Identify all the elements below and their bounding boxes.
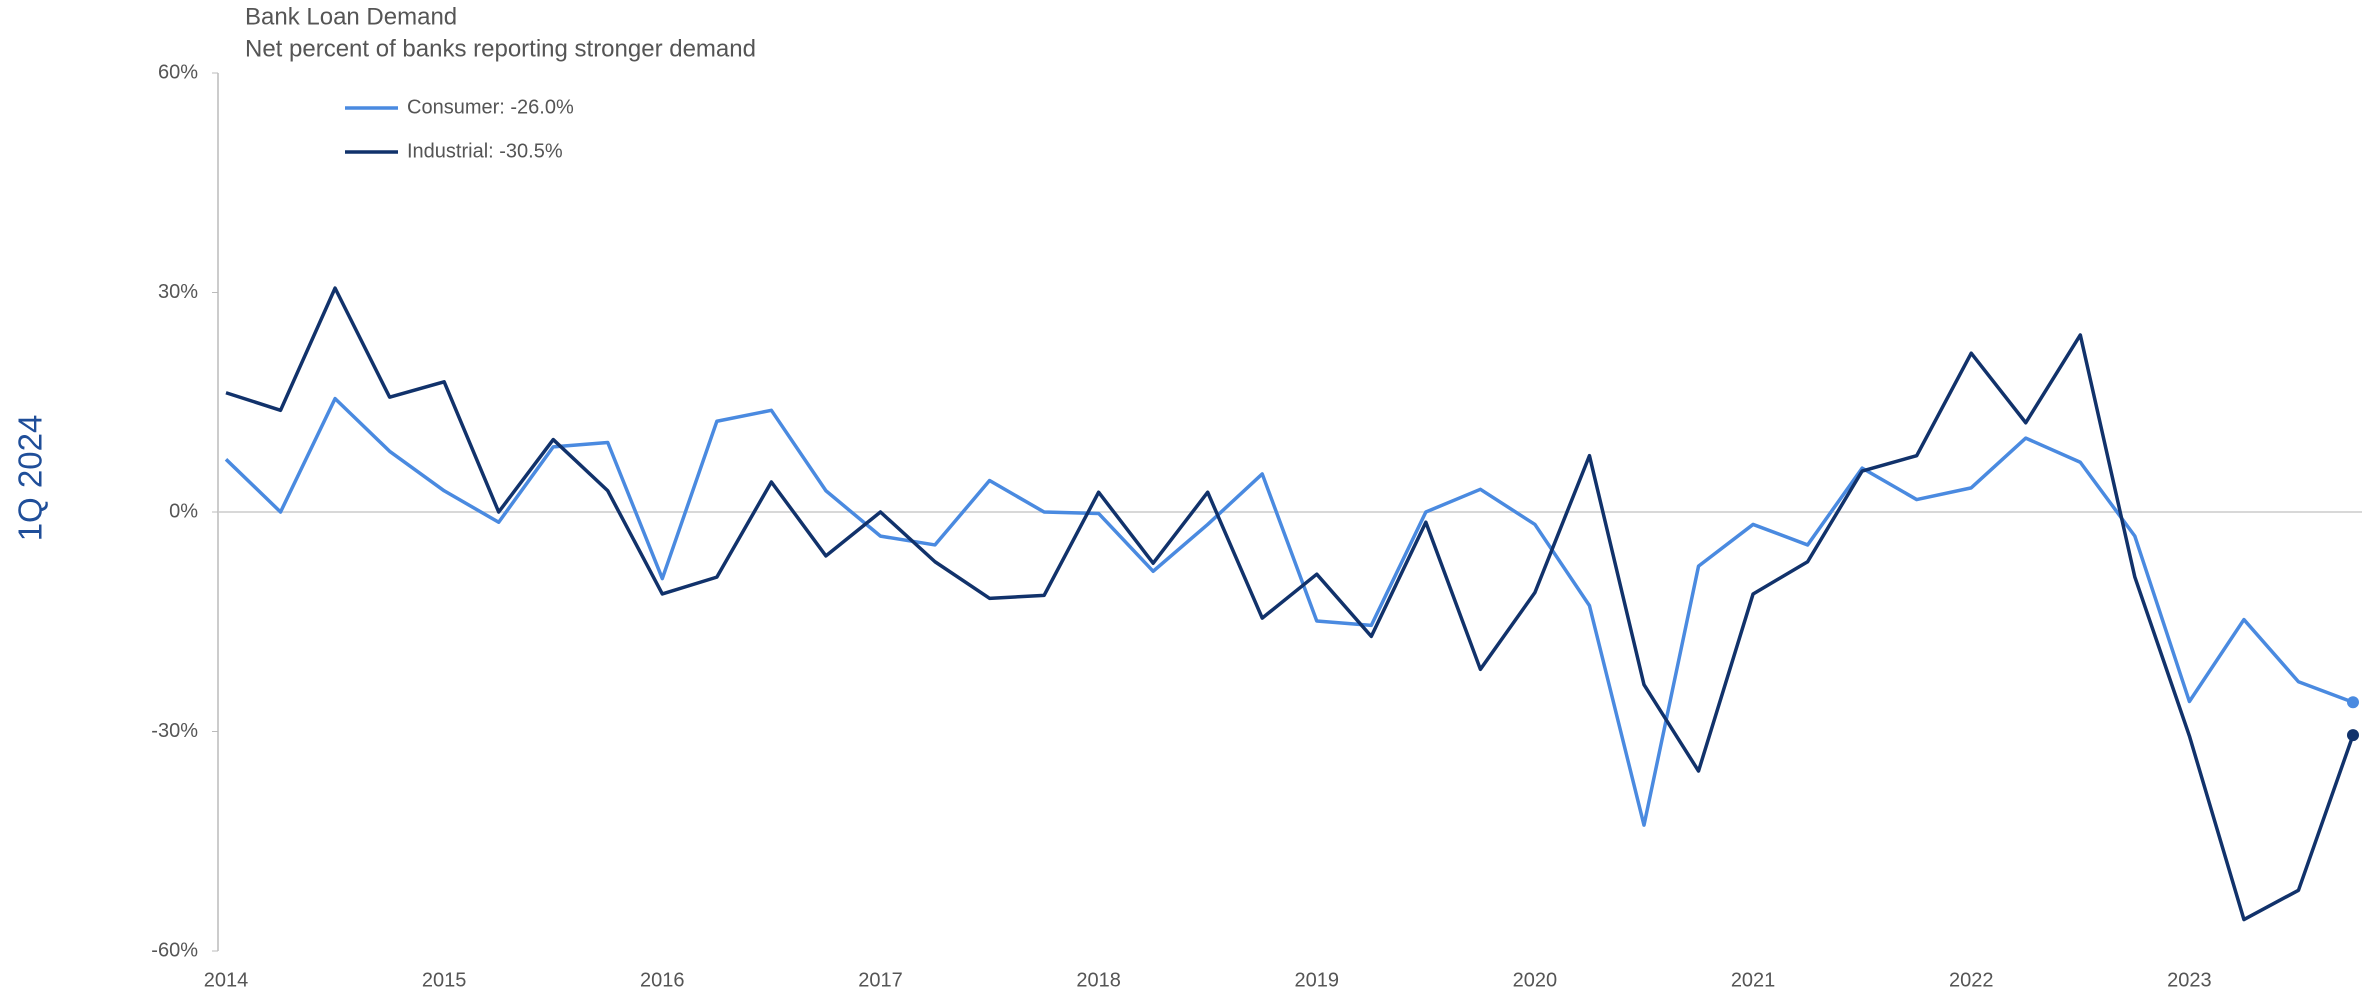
y-tick-label: 30% <box>158 281 198 303</box>
side-label: 1Q 2024 <box>12 415 49 542</box>
x-tick-label: 2017 <box>858 969 903 991</box>
x-tick-label: 2015 <box>422 969 467 991</box>
legend-label: Industrial: -30.5% <box>407 140 563 162</box>
y-tick-label: -30% <box>151 720 198 742</box>
y-tick-label: -60% <box>151 939 198 961</box>
end-marker <box>2347 729 2359 742</box>
x-tick-label: 2022 <box>1949 969 1994 991</box>
x-tick-label: 2014 <box>204 969 249 991</box>
y-tick-label: 0% <box>169 500 198 522</box>
y-tick-label: 60% <box>158 61 198 83</box>
line-series <box>225 286 2355 922</box>
line-series <box>224 396 2354 827</box>
chart-subtitle: Net percent of banks reporting stronger … <box>245 35 756 62</box>
x-tick-label: 2021 <box>1731 969 1776 991</box>
chart-title: Bank Loan Demand <box>245 3 457 30</box>
x-tick-label: 2016 <box>640 969 685 991</box>
x-tick-label: 2018 <box>1076 969 1121 991</box>
x-tick-label: 2023 <box>2167 969 2212 991</box>
x-tick-label: 2019 <box>1295 969 1340 991</box>
end-marker <box>2347 696 2359 709</box>
legend-label: Consumer: -26.0% <box>407 96 574 118</box>
x-tick-label: 2020 <box>1513 969 1558 991</box>
